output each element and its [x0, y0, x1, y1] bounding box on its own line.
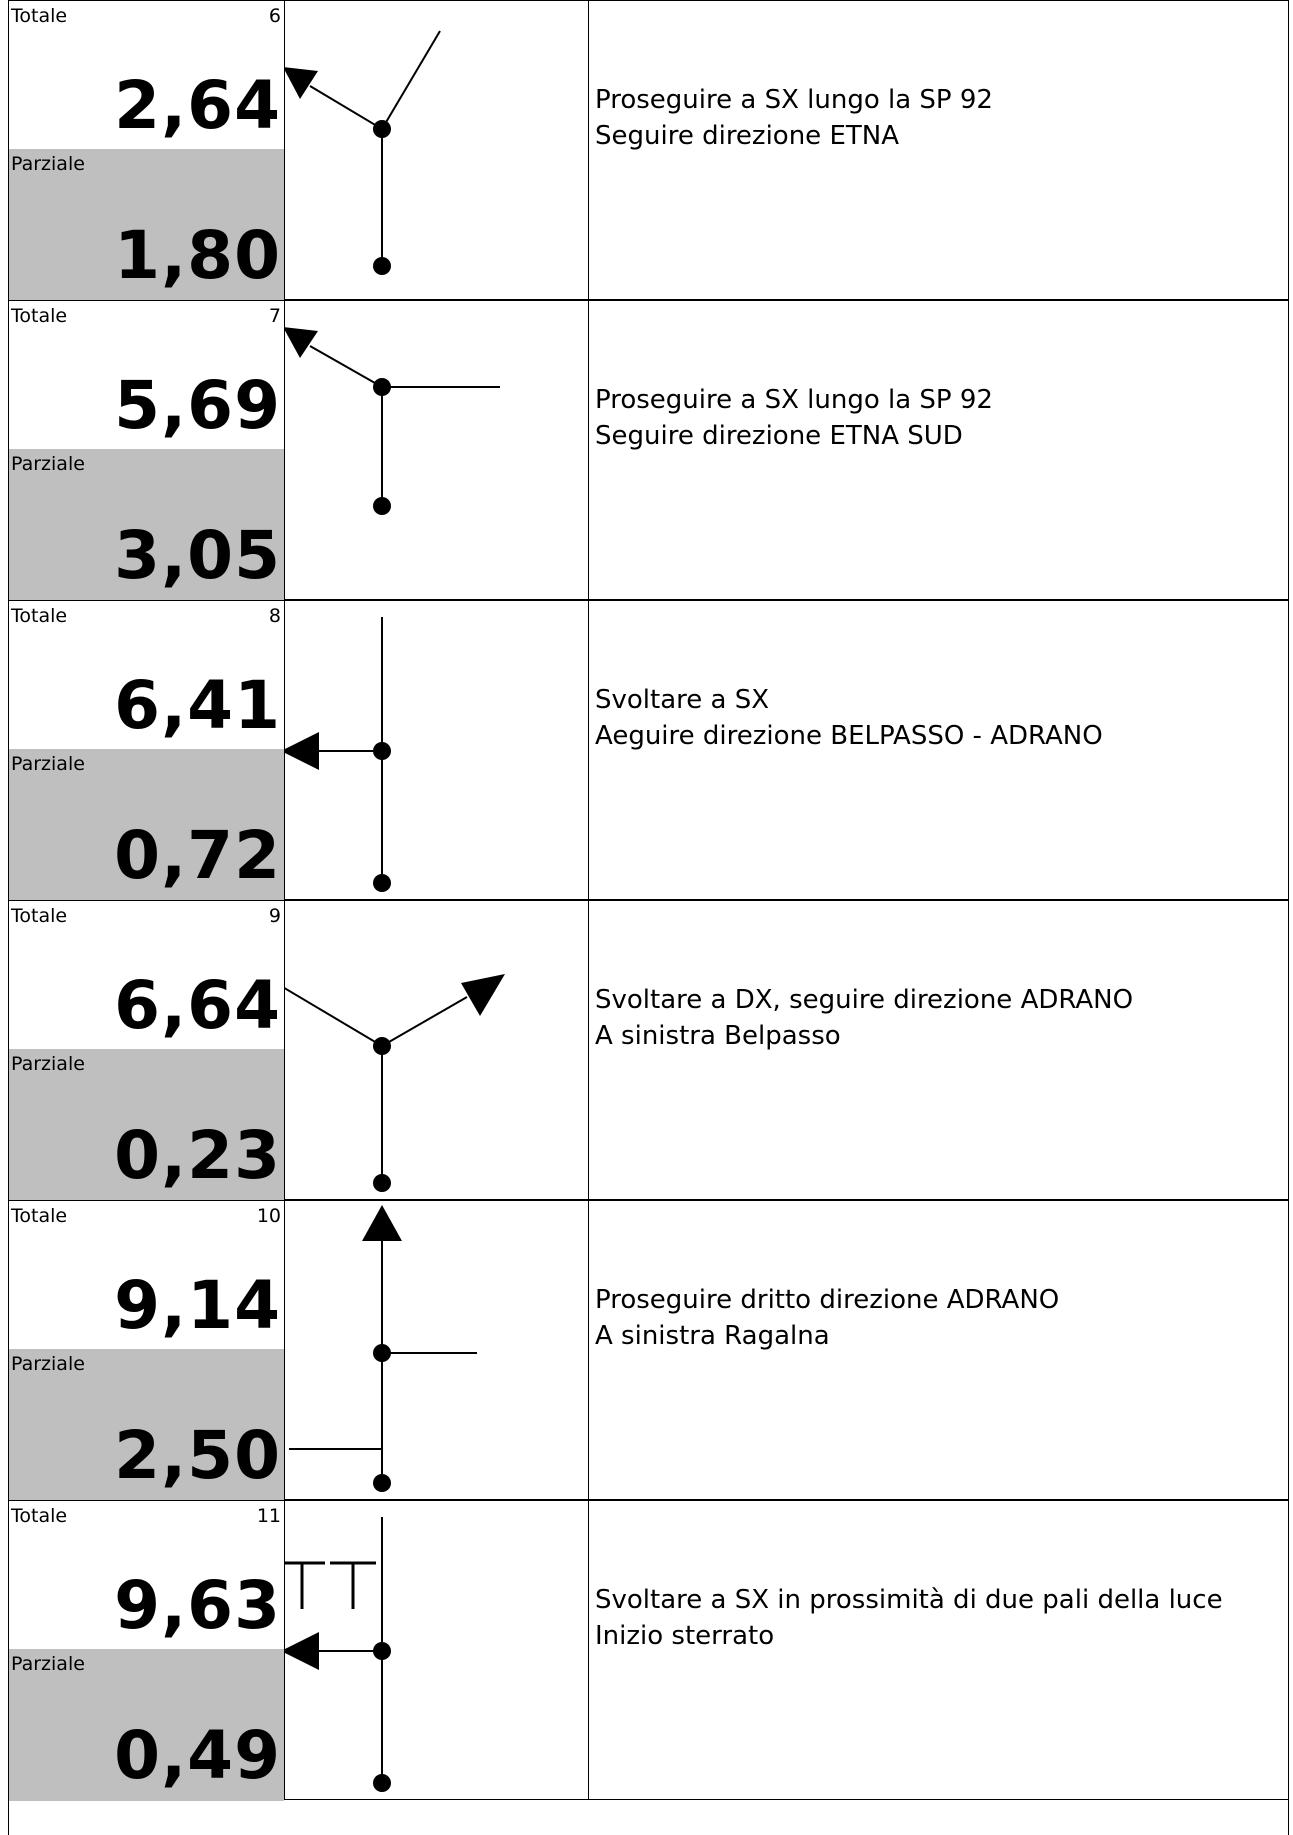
instruction-line-2: Aeguire direzione BELPASSO - ADRANO [595, 721, 1103, 751]
parziale-value: 0,49 [114, 1717, 281, 1794]
distance-cell: Totale 11 9,63 Parziale 0,49 [8, 1500, 285, 1801]
instruction-cell: Proseguire a SX lungo la SP 92 Seguire d… [588, 0, 1289, 300]
instruction-line-2: A sinistra Ragalna [595, 1321, 830, 1351]
fork-left-arrow-icon [285, 300, 588, 600]
step-number: 6 [268, 5, 281, 27]
totale-section: Totale 11 9,63 [9, 1501, 284, 1649]
totale-section: Totale 8 6,41 [9, 601, 284, 749]
fork-left-arrow-icon [285, 0, 588, 300]
roadbook-row: Totale 10 9,14 Parziale 2,50 Proseguire … [8, 1200, 1289, 1501]
instruction-line-1: Svoltare a SX in prossimità di due pali … [595, 1585, 1223, 1615]
parziale-value: 1,80 [114, 217, 281, 294]
totale-value: 5,69 [114, 367, 281, 444]
parziale-label: Parziale [11, 1653, 85, 1675]
totale-section: Totale 9 6,64 [9, 901, 284, 1049]
parziale-label: Parziale [11, 1053, 85, 1075]
totale-value: 6,41 [114, 667, 281, 744]
roadbook-row: Totale 9 6,64 Parziale 0,23 Svoltare a D… [8, 900, 1289, 1201]
totale-label: Totale [11, 1505, 68, 1527]
step-number: 10 [256, 1205, 281, 1227]
totale-value: 9,14 [114, 1267, 281, 1344]
instruction-cell: Svoltare a SX Aeguire direzione BELPASSO… [588, 600, 1289, 900]
totale-section: Totale 10 9,14 [9, 1201, 284, 1349]
distance-cell: Totale 7 5,69 Parziale 3,05 [8, 300, 285, 601]
straight-arrow-icon [285, 1200, 588, 1500]
step-number: 8 [268, 605, 281, 627]
totale-value: 6,64 [114, 967, 281, 1044]
instruction-line-1: Svoltare a DX, seguire direzione ADRANO [595, 985, 1134, 1015]
parziale-label: Parziale [11, 1353, 85, 1375]
parziale-value: 3,05 [114, 517, 281, 594]
totale-section: Totale 6 2,64 [9, 1, 284, 149]
step-number: 7 [268, 305, 281, 327]
totale-value: 2,64 [114, 67, 281, 144]
totale-section: Totale 7 5,69 [9, 301, 284, 449]
light-pole-icon [285, 1561, 325, 1609]
instruction-cell: Proseguire a SX lungo la SP 92 Seguire d… [588, 300, 1289, 600]
turn-left-arrow-icon [285, 1500, 588, 1800]
instruction-line-2: Inizio sterrato [595, 1621, 775, 1651]
parziale-value: 2,50 [114, 1417, 281, 1494]
next-row-stub [8, 1800, 1289, 1835]
parziale-section: Parziale 3,05 [9, 449, 284, 601]
parziale-section: Parziale 2,50 [9, 1349, 284, 1501]
instruction-cell: Svoltare a DX, seguire direzione ADRANO … [588, 900, 1289, 1200]
roadbook-row: Totale 6 2,64 Parziale 1,80 Proseguire a… [8, 0, 1289, 301]
parziale-section: Parziale 0,49 [9, 1649, 284, 1801]
roadbook-row: Totale 8 6,41 Parziale 0,72 Svoltare a S… [8, 600, 1289, 901]
step-number: 9 [268, 905, 281, 927]
distance-cell: Totale 10 9,14 Parziale 2,50 [8, 1200, 285, 1501]
totale-label: Totale [11, 305, 68, 327]
parziale-section: Parziale 0,23 [9, 1049, 284, 1201]
totale-label: Totale [11, 605, 68, 627]
totale-value: 9,63 [114, 1567, 281, 1644]
instruction-line-1: Svoltare a SX [595, 685, 770, 715]
totale-label: Totale [11, 1205, 68, 1227]
distance-cell: Totale 8 6,41 Parziale 0,72 [8, 600, 285, 901]
instruction-line-1: Proseguire dritto direzione ADRANO [595, 1285, 1060, 1315]
parziale-value: 0,72 [114, 817, 281, 894]
distance-cell: Totale 6 2,64 Parziale 1,80 [8, 0, 285, 301]
parziale-label: Parziale [11, 453, 85, 475]
instruction-cell: Proseguire dritto direzione ADRANO A sin… [588, 1200, 1289, 1500]
distance-cell: Totale 9 6,64 Parziale 0,23 [8, 900, 285, 1201]
instruction-line-2: Seguire direzione ETNA SUD [595, 421, 963, 451]
parziale-label: Parziale [11, 153, 85, 175]
instruction-line-1: Proseguire a SX lungo la SP 92 [595, 385, 993, 415]
instruction-line-2: A sinistra Belpasso [595, 1021, 841, 1051]
instruction-line-1: Proseguire a SX lungo la SP 92 [595, 85, 993, 115]
roadbook-row: Totale 7 5,69 Parziale 3,05 Proseguire a… [8, 300, 1289, 601]
parziale-label: Parziale [11, 753, 85, 775]
parziale-value: 0,23 [114, 1117, 281, 1194]
totale-label: Totale [11, 5, 68, 27]
roadbook-row: Totale 11 9,63 Parziale 0,49 [8, 1500, 1289, 1801]
parziale-section: Parziale 1,80 [9, 149, 284, 301]
step-number: 11 [256, 1505, 281, 1527]
light-pole-icon [330, 1561, 376, 1609]
instruction-line-2: Seguire direzione ETNA [595, 121, 899, 151]
totale-label: Totale [11, 905, 68, 927]
parziale-section: Parziale 0,72 [9, 749, 284, 901]
instruction-cell: Svoltare a SX in prossimità di due pali … [588, 1500, 1289, 1800]
fork-right-arrow-icon [285, 900, 588, 1200]
turn-left-arrow-icon [285, 600, 588, 900]
